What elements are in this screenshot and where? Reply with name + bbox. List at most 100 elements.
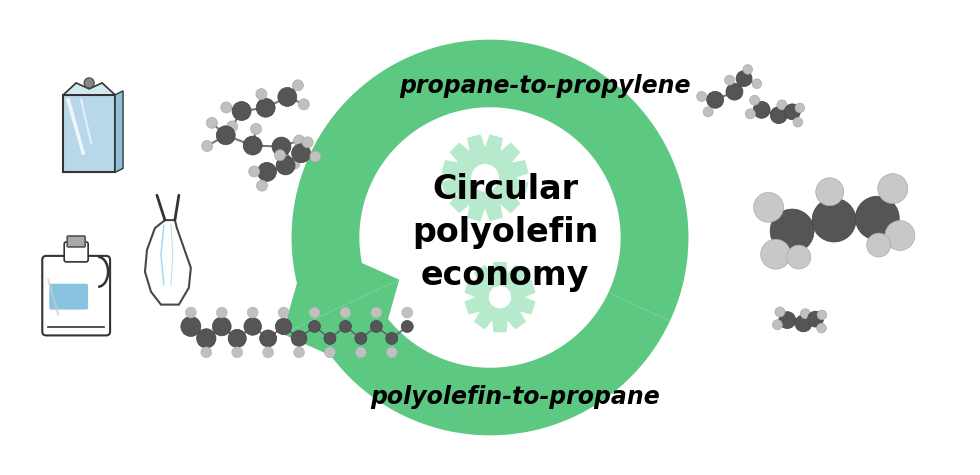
- Circle shape: [226, 121, 238, 132]
- Text: propane-to-propylene: propane-to-propylene: [399, 75, 691, 98]
- Polygon shape: [64, 83, 115, 95]
- Circle shape: [202, 141, 213, 152]
- Circle shape: [339, 321, 352, 332]
- Polygon shape: [318, 293, 670, 435]
- Circle shape: [795, 315, 811, 332]
- Circle shape: [704, 107, 713, 117]
- Circle shape: [370, 307, 382, 318]
- Circle shape: [263, 347, 273, 358]
- Text: polyolefin-to-propane: polyolefin-to-propane: [370, 385, 660, 408]
- FancyBboxPatch shape: [64, 95, 115, 172]
- FancyBboxPatch shape: [49, 284, 88, 310]
- Circle shape: [808, 311, 823, 327]
- Circle shape: [370, 321, 382, 332]
- Circle shape: [294, 135, 305, 146]
- Circle shape: [340, 307, 351, 318]
- Circle shape: [770, 209, 814, 253]
- Circle shape: [292, 80, 304, 91]
- Polygon shape: [282, 239, 399, 334]
- Circle shape: [355, 332, 367, 344]
- Circle shape: [754, 192, 784, 222]
- Circle shape: [885, 220, 915, 250]
- Circle shape: [878, 174, 907, 204]
- Circle shape: [244, 318, 262, 335]
- Polygon shape: [489, 286, 512, 308]
- Circle shape: [784, 104, 801, 120]
- Circle shape: [324, 332, 336, 344]
- Circle shape: [801, 309, 810, 319]
- Circle shape: [84, 78, 94, 88]
- Circle shape: [775, 307, 785, 317]
- Circle shape: [770, 107, 787, 124]
- Circle shape: [201, 347, 212, 358]
- Circle shape: [772, 320, 782, 330]
- Circle shape: [386, 332, 398, 344]
- Circle shape: [260, 330, 276, 347]
- Circle shape: [817, 310, 827, 320]
- Circle shape: [256, 98, 275, 117]
- Circle shape: [181, 316, 201, 336]
- Circle shape: [251, 124, 262, 134]
- Circle shape: [185, 307, 196, 318]
- Circle shape: [816, 323, 826, 333]
- Circle shape: [743, 65, 753, 74]
- Polygon shape: [145, 220, 191, 304]
- Circle shape: [777, 100, 787, 110]
- Text: Circular
polyolefin
economy: Circular polyolefin economy: [412, 172, 598, 293]
- Circle shape: [217, 126, 235, 145]
- Circle shape: [787, 245, 810, 269]
- Circle shape: [310, 151, 320, 162]
- Polygon shape: [292, 40, 688, 321]
- Circle shape: [278, 307, 289, 318]
- Circle shape: [750, 95, 760, 105]
- Circle shape: [220, 102, 231, 113]
- Circle shape: [856, 196, 900, 240]
- FancyBboxPatch shape: [65, 242, 88, 262]
- Circle shape: [815, 178, 844, 206]
- Circle shape: [213, 317, 231, 336]
- Circle shape: [249, 166, 260, 177]
- Circle shape: [247, 307, 258, 318]
- Circle shape: [197, 329, 216, 348]
- Circle shape: [401, 321, 414, 332]
- Circle shape: [795, 103, 805, 113]
- Polygon shape: [441, 134, 528, 221]
- Circle shape: [812, 198, 856, 242]
- Circle shape: [256, 89, 267, 100]
- Circle shape: [217, 307, 227, 318]
- Circle shape: [272, 137, 291, 156]
- Circle shape: [697, 92, 707, 102]
- Circle shape: [231, 347, 243, 358]
- Circle shape: [386, 347, 397, 358]
- Circle shape: [274, 150, 285, 161]
- Circle shape: [402, 307, 413, 318]
- Circle shape: [275, 318, 292, 334]
- Circle shape: [726, 83, 743, 100]
- Circle shape: [294, 347, 305, 358]
- Circle shape: [257, 180, 268, 191]
- Circle shape: [760, 239, 791, 269]
- FancyBboxPatch shape: [42, 256, 110, 335]
- Polygon shape: [465, 262, 536, 332]
- Circle shape: [309, 307, 320, 318]
- Circle shape: [793, 117, 803, 127]
- Circle shape: [724, 75, 735, 85]
- Polygon shape: [282, 280, 399, 374]
- FancyBboxPatch shape: [68, 236, 85, 247]
- Circle shape: [746, 109, 756, 119]
- Circle shape: [356, 347, 367, 358]
- Circle shape: [228, 329, 246, 347]
- Circle shape: [298, 99, 310, 110]
- Circle shape: [258, 162, 276, 181]
- Circle shape: [309, 321, 320, 332]
- Circle shape: [207, 117, 218, 128]
- Circle shape: [289, 158, 300, 169]
- Circle shape: [866, 233, 891, 257]
- Circle shape: [292, 144, 311, 163]
- Circle shape: [243, 136, 262, 155]
- Circle shape: [779, 312, 796, 329]
- Circle shape: [232, 102, 251, 121]
- Circle shape: [324, 347, 335, 358]
- Circle shape: [302, 137, 314, 148]
- Circle shape: [278, 87, 297, 106]
